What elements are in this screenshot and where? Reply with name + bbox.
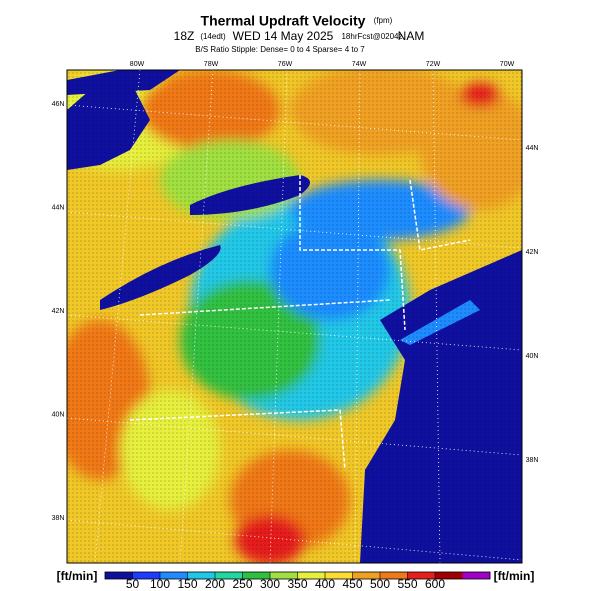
forecast: 18hrFcst@0204z — [341, 32, 402, 41]
colorbar-tick-label: 300 — [260, 577, 280, 591]
title: Thermal Updraft Velocity — [201, 13, 366, 29]
colorbar-tick-label: 200 — [205, 577, 225, 591]
valid-time: 18Z — [174, 29, 195, 43]
colorbar-segment — [270, 572, 298, 579]
colorbar-tick-label: 250 — [232, 577, 252, 591]
stipple-note: B/S Ratio Stipple: Dense= 0 to 4 Sparse=… — [195, 45, 365, 54]
colorbar-segment — [352, 572, 381, 579]
latitude-label: 42N — [52, 308, 65, 315]
colorbar-tick-label: 550 — [397, 577, 417, 591]
colorbar-tick-label: 500 — [370, 577, 390, 591]
colorbar-segment — [462, 572, 491, 579]
latitude-label: 38N — [52, 515, 65, 522]
longitude-label: 78W — [204, 61, 219, 68]
colorbar-tick-label: 600 — [425, 577, 445, 591]
graticule-labels: 80W 78W 76W 74W 72W 70W 46N 44N 42N 40N 38N 44N 42N 4… — [52, 61, 539, 522]
local-time: (14edt) — [200, 32, 226, 41]
colorbar-tick-label: 100 — [150, 577, 170, 591]
latitude-label: 46N — [52, 101, 65, 108]
colorbar-segment — [242, 572, 271, 579]
colorbar-tick-label: 150 — [177, 577, 197, 591]
longitude-label: 70W — [500, 61, 515, 68]
colorbar-segment — [435, 572, 463, 579]
latitude-label: 38N — [526, 457, 539, 464]
colorbar-segment — [187, 572, 216, 579]
latitude-label: 44N — [526, 145, 539, 152]
colorbar-tick-label: 400 — [315, 577, 335, 591]
map-field — [67, 70, 522, 563]
longitude-label: 76W — [278, 61, 293, 68]
latitude-label: 40N — [52, 411, 65, 418]
colorbar-tick-label: 350 — [287, 577, 307, 591]
colorbar-unit: [ft/min] — [494, 569, 535, 583]
colorbar-segment — [132, 572, 161, 579]
longitude-label: 74W — [352, 61, 367, 68]
map-frame — [66, 69, 523, 564]
colorbar-segment — [297, 572, 326, 579]
model: NAM — [398, 29, 425, 43]
colorbar-segment — [380, 572, 408, 579]
colorbar-tick-label: 450 — [342, 577, 362, 591]
latitude-label: 40N — [526, 353, 539, 360]
colorbar-segment — [407, 572, 436, 579]
colorbar-tick-label: 50 — [126, 577, 140, 591]
date: WED 14 May 2025 — [233, 29, 334, 43]
title-units: (fpm) — [374, 16, 393, 25]
colorbar-unit: [ft/min] — [57, 569, 98, 583]
latitude-label: 44N — [52, 204, 65, 211]
colorbar-segment — [215, 572, 243, 579]
latitude-label: 42N — [526, 249, 539, 256]
colorbar-segment — [105, 572, 133, 579]
colorbar: 50 100 150 200 250 300 350 400 450 500 550 600 [ft/m… — [57, 569, 535, 591]
colorbar-segment — [160, 572, 188, 579]
longitude-label: 72W — [426, 61, 441, 68]
colorbar-segment — [325, 572, 353, 579]
longitude-label: 80W — [130, 61, 145, 68]
